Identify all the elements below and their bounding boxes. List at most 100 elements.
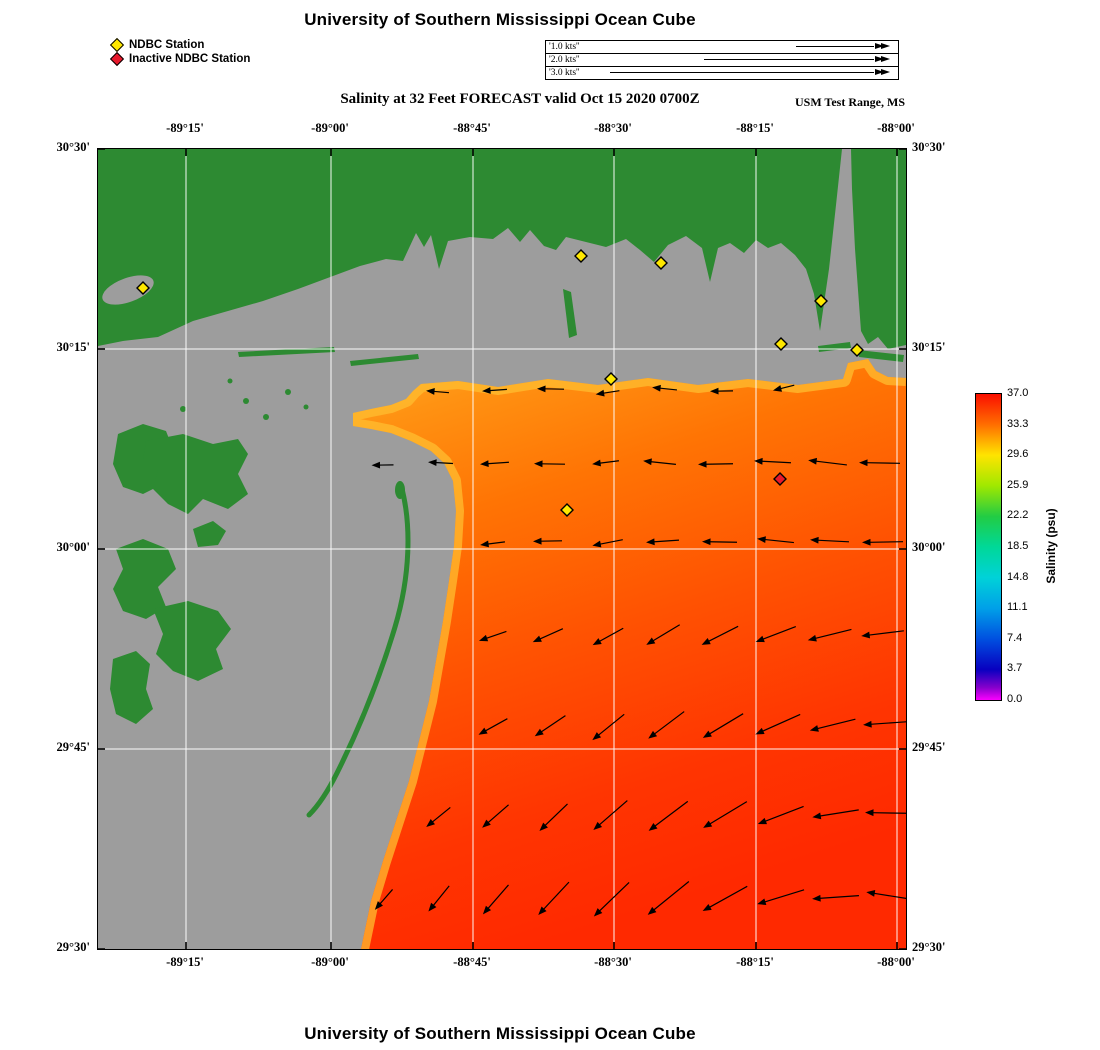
scale-row-2kt: '2.0 kts'' <box>546 54 898 67</box>
y-axis-tick-label: 29°45' <box>912 740 946 754</box>
current-vector-arrow <box>593 800 628 831</box>
current-vector-arrow <box>538 881 570 916</box>
map-subtitle: Salinity at 32 Feet FORECAST valid Oct 1… <box>340 91 700 107</box>
current-vector-arrow <box>646 538 680 546</box>
scale-label: '2.0 kts'' <box>549 55 580 65</box>
current-vector-arrow <box>537 385 565 393</box>
current-vector-arrow <box>532 628 564 643</box>
current-vector-arrow <box>757 805 804 825</box>
x-axis-tick-label: -88°15' <box>736 121 774 135</box>
current-vector-arrow <box>428 885 450 912</box>
y-axis-labels-left: 30°30' 30°15' 30°00' 29°45' 29°30' <box>35 140 90 954</box>
current-vector-arrow <box>592 539 623 548</box>
current-vector-arrow <box>534 715 566 737</box>
current-vector-arrow <box>652 384 678 392</box>
current-vector-arrow <box>534 460 566 468</box>
current-vector-arrow <box>807 628 852 642</box>
colorbar-tick-label: 11.1 <box>1007 601 1028 614</box>
current-vector-arrow <box>482 884 509 915</box>
current-vector-arrow <box>593 881 630 917</box>
y-axis-tick-label: 30°00' <box>56 540 90 554</box>
region-label: USM Test Range, MS <box>794 95 905 109</box>
current-vector-arrow <box>698 460 734 468</box>
current-vector-arrow <box>754 457 792 465</box>
ndbc-station-marker <box>604 372 618 386</box>
page-title: University of Southern Mississippi Ocean… <box>304 10 696 29</box>
barrier-island-chain <box>306 482 411 818</box>
colorbar-tick-label: 7.4 <box>1007 631 1023 644</box>
x-axis-tick-label: -88°15' <box>736 955 774 969</box>
current-vector-arrow <box>480 460 510 468</box>
current-vector-arrow <box>710 387 734 395</box>
salinity-forecast-map <box>97 148 907 950</box>
current-vector-arrow <box>703 801 748 828</box>
current-vector-arrow <box>480 540 506 548</box>
colorbar-tick-labels: 37.0 33.3 29.6 25.9 22.2 18.5 14.8 11.1 7.4 3.7 0.… <box>1007 387 1049 705</box>
current-vector-arrow <box>865 809 906 817</box>
current-vector-arrow <box>755 713 801 735</box>
y-axis-tick-label: 30°00' <box>912 540 946 554</box>
x-axis-labels-bottom: -89°15' -89°00' -88°45' -88°30' -88°15' -88°0… <box>97 955 915 971</box>
current-vector-arrow <box>428 459 454 467</box>
x-axis-tick-label: -88°45' <box>453 121 491 135</box>
grid-lines <box>98 149 906 949</box>
arrow-head-icon <box>881 56 890 62</box>
x-axis-tick-label: -88°30' <box>594 121 632 135</box>
x-axis-tick-label: -88°45' <box>453 955 491 969</box>
current-vector-arrow <box>595 389 620 397</box>
scale-arrow-line <box>704 59 874 60</box>
legend-label: Inactive NDBC Station <box>129 52 251 65</box>
current-vector-arrow <box>772 384 795 392</box>
colorbar-tick-label: 29.6 <box>1007 448 1029 461</box>
legend-label: NDBC Station <box>129 38 205 51</box>
current-vector-arrow <box>539 803 568 831</box>
x-axis-tick-label: -89°15' <box>166 121 204 135</box>
arrow-head-icon <box>875 69 884 75</box>
current-vector-arrow <box>478 718 508 735</box>
current-vector-arrow <box>374 889 394 910</box>
current-vector-arrow <box>755 625 797 643</box>
islands <box>110 289 904 724</box>
colorbar-tick-label: 14.8 <box>1007 570 1029 583</box>
colorbar-tick-label: 22.2 <box>1007 509 1029 522</box>
x-axis-tick-label: -88°00' <box>877 121 915 135</box>
page-title-bottom: University of Southern Mississippi Ocean… <box>304 1024 696 1043</box>
current-vector-arrow <box>859 459 901 467</box>
colorbar-tick-label: 3.7 <box>1007 662 1023 675</box>
ndbc-station-marker <box>774 337 788 351</box>
y-axis-tick-label: 30°30' <box>912 140 946 154</box>
bay-inlet <box>102 275 154 305</box>
scale-row-1kt: '1.0 kts'' <box>546 41 898 54</box>
land-region <box>98 149 842 346</box>
y-axis-tick-label: 30°15' <box>56 340 90 354</box>
land-region-east <box>851 149 906 349</box>
current-vector-arrow <box>371 461 394 469</box>
colorbar-tick-label: 37.0 <box>1007 387 1029 399</box>
salinity-field <box>353 359 906 949</box>
x-axis-tick-label: -88°00' <box>877 955 915 969</box>
legend-item-ndbc: NDBC Station <box>109 37 250 52</box>
map-canvas <box>98 149 906 949</box>
ndbc-station-marker <box>814 294 828 308</box>
current-vector-arrow <box>808 457 847 466</box>
current-vector-arrow <box>592 459 619 467</box>
current-vector-arrow <box>592 713 625 741</box>
ndbc-station-marker <box>850 343 864 357</box>
current-vector-arrow <box>812 894 859 902</box>
current-vector-arrow <box>812 809 859 820</box>
inactive-ndbc-station-icon <box>109 51 125 66</box>
scale-row-3kt: '3.0 kts'' <box>546 67 898 79</box>
current-vector-arrow <box>426 806 451 827</box>
y-axis-tick-label: 29°30' <box>912 940 946 954</box>
current-vector-arrow <box>861 630 904 639</box>
arrow-head-icon <box>881 69 890 75</box>
colorbar-title: Salinity (psu) <box>1044 508 1058 584</box>
current-vector-arrow <box>426 388 450 395</box>
current-vector-arrow <box>701 625 739 645</box>
x-axis-labels-top: -89°15' -89°00' -88°45' -88°30' -88°15' -88°0… <box>97 121 915 137</box>
ndbc-station-marker <box>136 281 150 295</box>
x-axis-tick-label: -88°30' <box>594 955 632 969</box>
current-vector-arrow <box>648 800 689 831</box>
current-vector-arrow <box>757 889 805 905</box>
